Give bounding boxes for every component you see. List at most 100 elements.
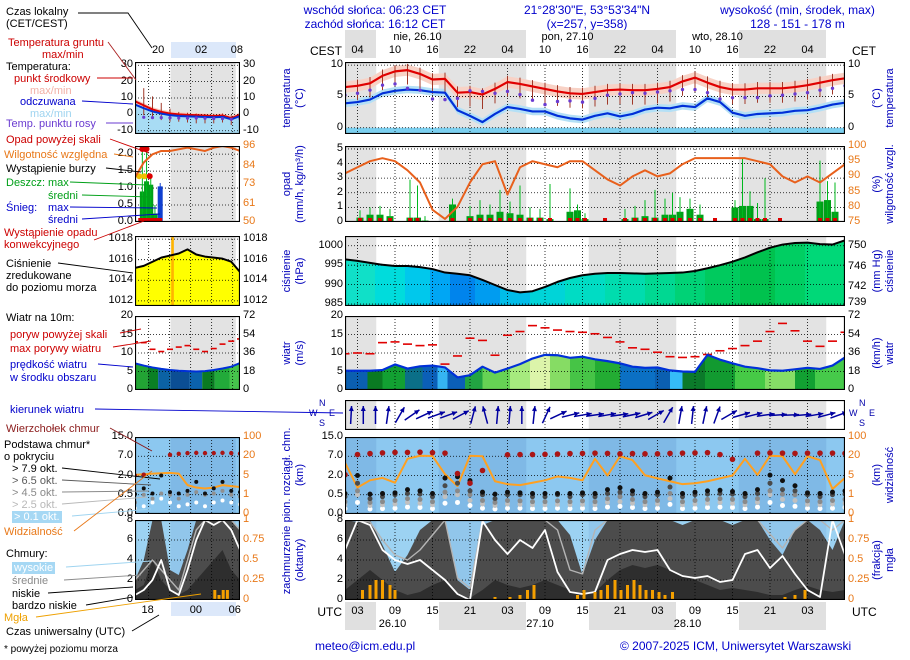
time-label-top: 04: [651, 44, 664, 56]
tick-label: 0.25: [848, 573, 870, 585]
tick-label: 985: [324, 297, 343, 310]
legend-label: Czas lokalny: [6, 6, 69, 18]
contact-email-link[interactable]: meteo@icm.edu.pl: [315, 639, 416, 653]
tick-label: 95: [848, 154, 861, 167]
tick-label: 0: [126, 107, 133, 120]
time-label-top: 04: [501, 44, 514, 56]
tick-label: -10: [117, 123, 133, 136]
tick-label: 10: [120, 346, 133, 358]
tick-label: 3: [336, 171, 343, 184]
compass-right-n: N: [859, 398, 866, 408]
tick-label: 75: [848, 215, 861, 227]
tick-label: 1012: [243, 293, 268, 306]
tick-label: 36: [848, 346, 861, 358]
tick-label: 80: [848, 199, 861, 212]
time-label-bottom: 09: [538, 605, 552, 617]
legend-label: Wiatr na 10m:: [6, 312, 75, 324]
night-strip: [170, 42, 236, 58]
time-label-top: 10: [688, 44, 702, 56]
tick-label: 50: [243, 215, 256, 227]
axis-title: (km/h) wiatr: [871, 337, 896, 369]
legend-label: zredukowane: [6, 270, 72, 282]
panel-main-opad: [345, 146, 845, 222]
tick-label: 7.0: [117, 449, 133, 462]
time-label-bottom: 15: [576, 605, 589, 617]
date-label: 26.10: [378, 618, 407, 630]
legend-label: > 4.5 okt.: [12, 487, 58, 499]
panel-main-temp: [345, 62, 845, 134]
time-label-top: 04: [351, 44, 364, 56]
date-label: wto, 28.10: [692, 31, 743, 43]
compass-left-s: S: [319, 418, 326, 428]
tick-label: 54: [243, 327, 256, 340]
legend-label: wysokie: [12, 562, 56, 574]
legend-label: Podstawa chmur*: [4, 439, 91, 451]
location-info: 21°28'30"E, 53°53'34"N (x=257, y=358): [492, 3, 682, 31]
tick-label: 30: [243, 58, 256, 71]
night-strip: [738, 30, 827, 58]
tick-label: 20: [848, 449, 861, 462]
tick-label: 1000: [318, 238, 343, 251]
time-label-bottom: 09: [688, 605, 702, 617]
mini-time-label: 00: [189, 604, 203, 616]
legend-label: Wierzchołek chmur: [6, 423, 100, 435]
legend-label: Chmury:: [6, 548, 48, 560]
time-label-top: 10: [538, 44, 552, 56]
tick-label: 20: [243, 449, 256, 462]
tick-label: 20: [120, 309, 133, 321]
altitude-label: wysokość (min, środek, max): [720, 3, 875, 17]
tick-label: 0: [243, 107, 250, 120]
mini-time-label: 08: [230, 44, 243, 56]
tick-label: 0: [848, 120, 855, 133]
tick-label: 0.5: [117, 487, 133, 500]
tick-label: 0.25: [243, 573, 265, 585]
tick-label: 1.5: [117, 164, 133, 177]
tick-label: 1: [243, 513, 250, 525]
tick-label: 100: [848, 139, 867, 151]
utc-label-right: UTC: [852, 605, 877, 619]
legend-label: Mgła: [4, 612, 28, 624]
legend-label: > 7.9 okt.: [12, 463, 58, 475]
mini-time-label: 06: [228, 604, 241, 616]
compass-left-e: E: [329, 408, 336, 418]
panel-mini-zach: [135, 520, 240, 600]
sunrise-text: wschód słońca: 06:23 CET: [303, 3, 447, 17]
tick-label: 0: [126, 593, 133, 605]
tick-label: 5: [243, 468, 250, 481]
tick-label: 0.5: [327, 487, 343, 500]
legend-label: o pokryciu: [4, 451, 55, 463]
legend-label: prędkość wiatru: [10, 359, 88, 371]
legend-label: bardzo niskie: [12, 600, 77, 612]
tick-label: 742: [848, 280, 867, 293]
panel-main-pres: [345, 236, 845, 306]
panel-main-zach: [345, 520, 845, 600]
tick-label: 0: [126, 383, 133, 395]
date-label: pon, 27.10: [541, 31, 594, 43]
tick-label: 0.5: [848, 553, 864, 565]
legend-label: Widzialność: [4, 526, 63, 538]
coords-text: 21°28'30"E, 53°53'34"N: [523, 3, 651, 17]
panel-mini-wind: [135, 316, 240, 390]
tick-label: 0: [848, 507, 855, 519]
legend-label: średni: [48, 214, 78, 226]
time-label-bottom: 21: [763, 605, 777, 617]
time-label-top: 16: [576, 44, 589, 56]
tick-label: 1012: [108, 293, 133, 306]
tick-label: 6: [336, 533, 343, 545]
tick-label: 1014: [243, 273, 268, 286]
time-label-top: 16: [426, 44, 439, 56]
tick-label: 2.0: [327, 468, 343, 481]
tick-label: 0.75: [243, 533, 265, 545]
tick-label: 1018: [108, 232, 133, 245]
legend-label: > 0.1 okt.: [12, 511, 62, 523]
legend-label: do poziomu morza: [6, 282, 97, 294]
night-strip: [345, 602, 377, 630]
tick-label: 5: [848, 468, 855, 481]
tick-label: 1016: [243, 252, 268, 265]
tick-label: 5: [336, 364, 343, 377]
tick-label: 1018: [243, 232, 268, 245]
tick-label: 0.5: [117, 198, 133, 211]
legend-label: Temperatura gruntu: [8, 37, 104, 49]
legend-label: max porywy wiatru: [10, 343, 102, 355]
tick-label: 0.5: [243, 553, 259, 565]
